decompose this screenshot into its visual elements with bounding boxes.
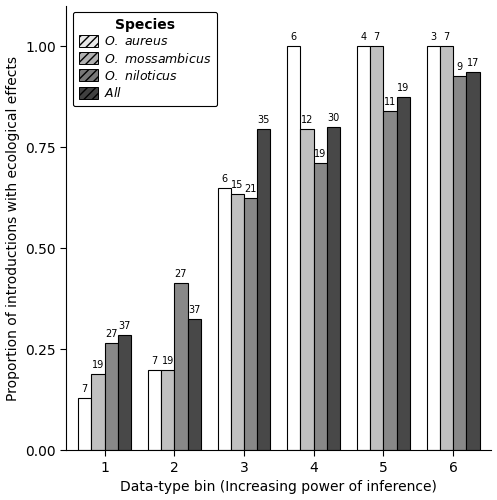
Bar bbox=[383, 110, 397, 450]
Bar bbox=[453, 76, 466, 450]
Text: 35: 35 bbox=[257, 115, 270, 125]
Text: 37: 37 bbox=[118, 321, 131, 331]
Text: 37: 37 bbox=[188, 305, 200, 315]
Bar bbox=[301, 129, 314, 450]
Text: 19: 19 bbox=[162, 356, 174, 366]
Text: 7: 7 bbox=[82, 384, 88, 394]
Bar bbox=[78, 398, 91, 450]
Text: 7: 7 bbox=[374, 32, 380, 42]
Bar bbox=[426, 46, 440, 450]
Text: 27: 27 bbox=[174, 268, 187, 278]
Bar bbox=[357, 46, 370, 450]
Bar bbox=[287, 46, 301, 450]
Bar bbox=[104, 344, 118, 450]
Bar bbox=[231, 194, 244, 450]
Text: 17: 17 bbox=[467, 58, 479, 68]
Text: 7: 7 bbox=[151, 356, 158, 366]
Legend: $\it{O.}$ $\it{aureus}$, $\it{O.}$ $\it{mossambicus}$, $\it{O.}$ $\it{niloticus}: $\it{O.}$ $\it{aureus}$, $\it{O.}$ $\it{… bbox=[73, 12, 217, 106]
Text: 30: 30 bbox=[328, 113, 340, 123]
Bar bbox=[314, 164, 327, 451]
Bar bbox=[327, 127, 340, 450]
Text: 15: 15 bbox=[231, 180, 244, 190]
Bar bbox=[148, 370, 161, 450]
Text: 9: 9 bbox=[457, 62, 463, 72]
Bar bbox=[118, 335, 131, 450]
Bar bbox=[91, 374, 104, 450]
X-axis label: Data-type bin (Increasing power of inference): Data-type bin (Increasing power of infer… bbox=[120, 480, 437, 494]
Y-axis label: Proportion of introductions with ecological effects: Proportion of introductions with ecologi… bbox=[5, 56, 19, 401]
Text: 6: 6 bbox=[221, 174, 227, 184]
Text: 3: 3 bbox=[430, 32, 436, 42]
Text: 19: 19 bbox=[397, 82, 410, 92]
Text: 7: 7 bbox=[443, 32, 450, 42]
Bar bbox=[244, 198, 257, 450]
Text: 27: 27 bbox=[105, 329, 117, 339]
Bar bbox=[187, 319, 201, 450]
Bar bbox=[218, 188, 231, 450]
Bar bbox=[161, 370, 174, 450]
Bar bbox=[174, 282, 187, 450]
Text: 4: 4 bbox=[360, 32, 367, 42]
Bar bbox=[397, 96, 410, 450]
Text: 21: 21 bbox=[245, 184, 257, 194]
Text: 19: 19 bbox=[92, 360, 104, 370]
Text: 12: 12 bbox=[301, 115, 313, 125]
Bar bbox=[370, 46, 383, 450]
Bar bbox=[257, 129, 270, 450]
Text: 6: 6 bbox=[291, 32, 297, 42]
Bar bbox=[440, 46, 453, 450]
Text: 11: 11 bbox=[384, 96, 396, 106]
Bar bbox=[466, 72, 480, 450]
Text: 19: 19 bbox=[314, 150, 327, 160]
